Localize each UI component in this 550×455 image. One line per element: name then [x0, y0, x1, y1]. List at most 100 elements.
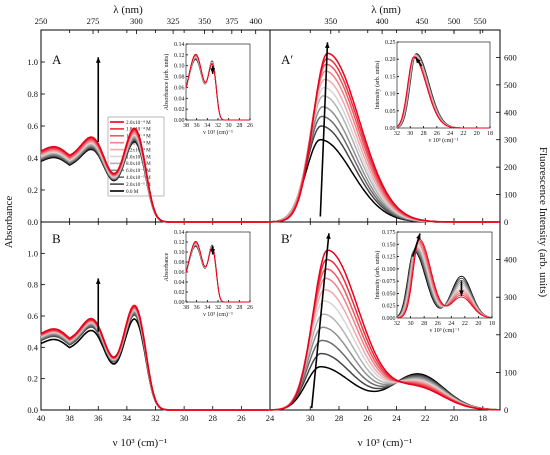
panel-b-y-tick-label: 0.6 [27, 311, 38, 321]
panel-b-inset-x-tick-label: 36 [194, 305, 200, 311]
panel-b-prime-x-tick-label: 28 [335, 413, 344, 423]
panel-b-prime-x-tick-label: 24 [392, 413, 401, 423]
panel-b-inset-y-tick-label: 0.12 [174, 240, 185, 246]
panel-b-inset-x-tick-label: 38 [183, 305, 189, 311]
panel-b-prime-inset-x-tick-label: 26 [435, 321, 441, 327]
panel-a-prime-inset-x-tick-label: 20 [474, 131, 480, 137]
panel-a-prime-inset-arrow-head [415, 57, 421, 64]
left-axis-title: Absorbance [3, 196, 15, 249]
panel-a-prime-inset-x-tick-label: 26 [434, 131, 440, 137]
panel-b-y-tick-label: 1.0 [27, 248, 38, 258]
panel-b-prime-inset-x-tick-label: 32 [394, 321, 400, 327]
panel-a-prime-inset-frame [396, 41, 491, 129]
panel-a-inset-x-tick-label: 32 [215, 123, 221, 129]
panel-b-prime-inset-y-tick-label: 0.175 [382, 230, 396, 236]
top-axis-title: λ (nm) [113, 4, 143, 16]
panel-a-prime-inset-x-tick-label: 18 [487, 131, 493, 137]
panel-b-prime-x-tick-label: 20 [450, 413, 459, 423]
panel-b-inset-y-tick-label: 0.08 [174, 260, 185, 266]
panel-b-series-3 [40, 307, 269, 411]
panel-b-x-tick-label: 38 [65, 413, 74, 423]
panel-b-inset-x-tick-label: 30 [226, 305, 232, 311]
panel-a-prime-inset-y-tick-label: 0.25 [385, 40, 396, 46]
panel-b-series-4 [40, 307, 269, 411]
panel-b-prime-y-tick-label: 200 [504, 330, 517, 340]
panel-a-inset-series-0 [185, 53, 250, 121]
panel-a-prime-arrow [319, 42, 329, 217]
panel-b-inset-y-tick-label: 0.06 [174, 270, 185, 276]
panel-b-inset-arrow-head [210, 248, 216, 255]
top-nm-tick-label: 250 [35, 16, 48, 26]
panel-a-inset-x-title: ν 10³ (cm)⁻¹ [203, 129, 233, 136]
panel-b-prime-series-0 [270, 249, 499, 411]
panel-b-inset-x-title: ν 10³ (cm)⁻¹ [203, 311, 233, 318]
panel-b-prime-inset-series-0 [397, 238, 492, 319]
panel-b-x-tick-label: 36 [94, 413, 103, 423]
panel-b-inset-x-tick-label: 28 [236, 305, 242, 311]
panel-a-prime-inset-y-title: Intensity (arb. units) [374, 61, 381, 110]
panel-a-inset-x-tick-label: 26 [247, 123, 253, 129]
panel-label-a-prime: A′ [281, 52, 293, 67]
curves-layer [40, 42, 499, 411]
panel-a-prime-inset-x-tick-label: 24 [447, 131, 453, 137]
top-nm-tick-label: 400 [376, 16, 389, 26]
panel-b-prime-inset-arrow-head [416, 233, 421, 240]
panel-a-inset-x-tick-label: 30 [226, 123, 232, 129]
panel-b-arrow-head [95, 278, 101, 284]
insets-layer: 38 36 34 32 30 28 26 0.00 0.02 0.04 0.06 0.08 0.10 0.… [163, 40, 495, 334]
panel-b-y-tick-label: 0.8 [27, 280, 38, 290]
panel-b-x-tick-label: 40 [37, 413, 46, 423]
panel-b-prime-inset-x-tick-label: 20 [475, 321, 481, 327]
panel-b-prime-inset-y-tick-label: 0.050 [382, 291, 396, 297]
panel-b-prime-inset-x-title: ν 10³ (cm)⁻¹ [430, 327, 460, 334]
panel-b-prime-x-tick-label: 26 [364, 413, 373, 423]
panel-b-prime-inset-y-tick-label: 0.100 [382, 267, 396, 273]
text-layer: λ (nm) λ (nm) ν 10³ (cm)⁻¹ ν 10³ (cm)⁻¹ … [3, 4, 549, 449]
panel-b-prime-x-tick-label: 30 [306, 413, 315, 423]
panel-a-inset-y-tick-label: 0.02 [174, 107, 185, 113]
panel-a-inset-x-tick-label: 36 [194, 123, 200, 129]
panel-b-prime-x-tick-label: 18 [479, 413, 488, 423]
panel-a-y-tick-label: 0.2 [27, 185, 38, 195]
panel-b-prime-frame [269, 221, 501, 411]
panel-a-prime-inset-x-tick-label: 28 [421, 131, 427, 137]
panel-a-prime-inset-y-tick-label: 0.05 [385, 109, 396, 115]
panel-b-series-6 [40, 310, 269, 411]
top-nm-tick-label: 325 [167, 16, 180, 26]
panel-b-prime-inset-y-tick-label: 0.025 [382, 304, 396, 310]
panel-label-a: A [52, 52, 62, 67]
legend-label: 2.0x10⁻⁴ M [126, 120, 151, 126]
panel-b-inset-y-tick-label: 0.14 [174, 230, 185, 236]
panel-a-inset-arrow-head [210, 68, 216, 74]
panel-b-inset-y-tick-label: 0.00 [174, 300, 185, 306]
panel-a-inset-x-tick-label: 28 [236, 123, 242, 129]
panel-a-inset-y-tick-label: 0.00 [174, 118, 185, 124]
panel-a-prime-y-tick-label: 400 [504, 107, 517, 117]
panel-a-prime-y-tick-label: 200 [504, 162, 517, 172]
top-nm-tick-label: 350 [324, 16, 337, 26]
top-nm-tick-label: 275 [87, 16, 100, 26]
panel-a-prime-y-tick-label: 500 [504, 80, 517, 90]
panel-a-prime-inset-y-tick-label: 0.00 [385, 126, 396, 132]
legend-label: 1.8x10⁻⁴ M [126, 127, 151, 133]
panel-a-inset-y-tick-label: 0.10 [174, 64, 185, 70]
top-nm-tick-label: 350 [198, 16, 211, 26]
panel-b-inset-y-tick-label: 0.04 [174, 280, 185, 286]
panel-b-series-0 [40, 304, 269, 411]
legend-label: 1.0x10⁻⁴ M [126, 154, 151, 160]
panel-a-prime-inset-y-tick-label: 0.15 [385, 74, 396, 80]
panel-a-inset-y-tick-label: 0.14 [174, 42, 185, 48]
panel-b-prime-inset-y-title: Intensity (arb. units) [374, 251, 381, 300]
panel-a-prime-inset-y-tick-label: 0.10 [385, 92, 396, 98]
panel-a-prime-y-tick-label: 0 [504, 217, 508, 227]
top-nm-tick-label: 375 [225, 16, 238, 26]
panel-b-inset-x-tick-label: 32 [215, 305, 221, 311]
panel-b-prime-inset-x-tick-label: 18 [489, 321, 495, 327]
panel-a-prime-series-0 [270, 52, 499, 223]
panel-b-y-tick-label: 0.4 [27, 342, 38, 352]
panel-b-x-tick-label: 32 [151, 413, 160, 423]
top-axis-title-right: λ (nm) [371, 4, 401, 16]
panel-a-prime-y-tick-label: 100 [504, 190, 517, 200]
panel-b-prime-arrow-head [326, 233, 331, 240]
